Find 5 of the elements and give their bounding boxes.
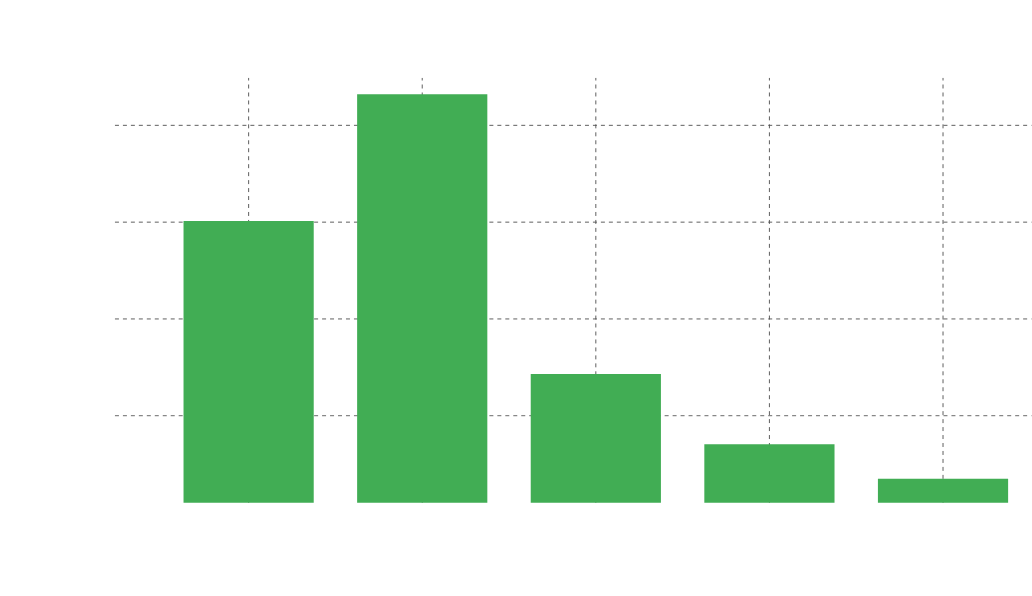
bar — [877, 478, 1009, 503]
bar — [530, 374, 661, 503]
bar — [183, 221, 314, 503]
bar — [704, 444, 835, 503]
bar — [357, 94, 488, 503]
